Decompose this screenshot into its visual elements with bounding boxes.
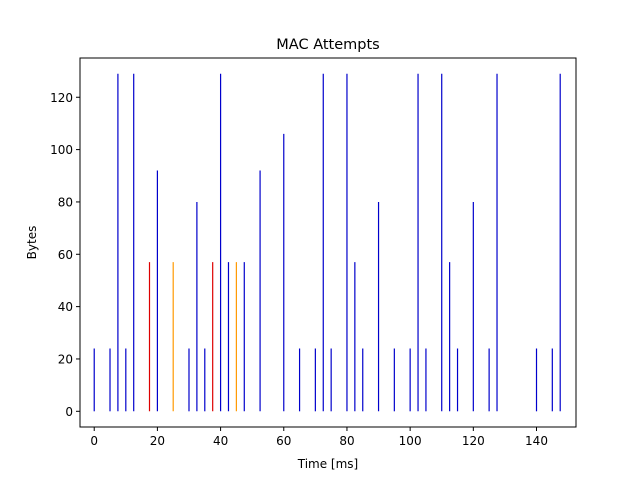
y-tick-label-4: 80 [58,195,73,209]
x-tick-label-4: 80 [339,434,354,448]
x-tick-label-0: 0 [90,434,98,448]
x-tick-label-1: 20 [150,434,165,448]
y-tick-label-5: 100 [50,143,73,157]
y-tick-label-1: 20 [58,352,73,366]
chart-title: MAC Attempts [276,37,379,53]
x-tick-label-2: 40 [213,434,228,448]
plot-frame [79,57,577,428]
y-tick-label-0: 0 [65,405,73,419]
y-axis-label: Bytes [25,226,39,260]
x-tick-label-3: 60 [276,434,291,448]
y-tick-label-3: 60 [58,248,73,262]
x-tick-label-6: 120 [462,434,485,448]
x-tick-label-5: 100 [399,434,422,448]
stem-marks [93,73,561,412]
y-tick-label-2: 40 [58,300,73,314]
x-axis: 0 20 40 60 80 100 120 140 [90,427,548,448]
x-tick-label-7: 140 [525,434,548,448]
y-tick-label-6: 120 [50,91,73,105]
y-axis: 0 20 40 60 80 100 120 [50,91,80,419]
x-axis-label: Time [ms] [297,457,359,471]
